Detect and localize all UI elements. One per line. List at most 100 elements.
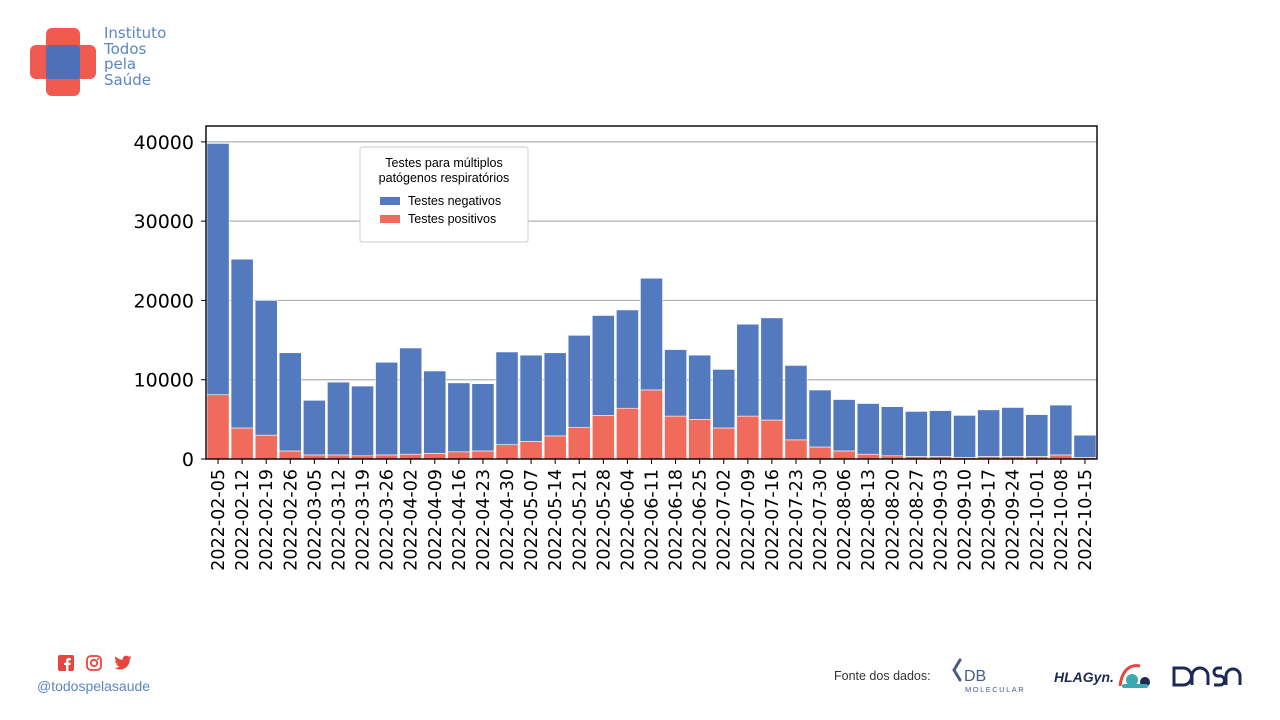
bar-negativos (399, 347, 423, 455)
x-tick-label: 2022-10-08 (1052, 469, 1072, 571)
bar-negativos (808, 389, 832, 448)
bar-negativos (760, 317, 784, 421)
legend-box (359, 146, 529, 243)
svg-text:MOLECULAR: MOLECULAR (965, 685, 1025, 694)
bar-negativos (1001, 407, 1025, 457)
x-tick-label: 2022-05-14 (546, 469, 566, 571)
bar-positivos (664, 415, 687, 460)
bar-negativos (278, 352, 302, 452)
data-source-label: Fonte dos dados: (834, 669, 931, 683)
bar-positivos (423, 453, 447, 460)
twitter-icon[interactable] (114, 655, 132, 671)
bar-negativos (856, 403, 880, 455)
brand-name: Instituto Todos pela Saúde (104, 24, 167, 89)
plot-frame (205, 125, 1098, 460)
x-tick-label: 2022-08-13 (859, 469, 879, 571)
x-tick-label: 2022-07-09 (739, 469, 759, 571)
x-tick-label: 2022-02-26 (281, 469, 301, 571)
brand-name-line: Saúde (104, 70, 151, 89)
bar-negativos (351, 385, 374, 457)
x-tick-label: 2022-04-23 (474, 469, 494, 571)
x-tick-label: 2022-08-20 (883, 469, 903, 571)
bar-positivos (736, 415, 760, 460)
x-tick-label: 2022-07-30 (811, 469, 831, 571)
bar-negativos (784, 365, 808, 441)
bar-positivos (567, 426, 591, 460)
bar-negativos (905, 411, 928, 457)
x-tick-label: 2022-03-19 (354, 469, 374, 571)
bar-negativos (375, 361, 398, 456)
bar-negativos (736, 323, 760, 417)
bar-negativos (206, 143, 230, 396)
bar-negativos (447, 382, 471, 453)
bar-negativos (953, 415, 976, 458)
x-tick-label: 2022-10-15 (1076, 469, 1096, 571)
y-tick-label: 40000 (134, 132, 194, 154)
x-tick-label: 2022-06-18 (667, 469, 687, 571)
x-tick-label: 2022-08-06 (835, 469, 855, 571)
instagram-icon[interactable] (86, 655, 102, 671)
bar-positivos (712, 427, 736, 460)
instituto-todos-pela-saude-logo (30, 28, 96, 96)
bar-negativos (471, 383, 495, 452)
bar-positivos (543, 435, 567, 460)
x-tick-label: 2022-02-19 (257, 469, 277, 571)
facebook-icon[interactable] (58, 655, 74, 671)
x-tick-label: 2022-04-16 (450, 469, 470, 571)
y-tick-label: 10000 (134, 370, 194, 392)
x-tick-label: 2022-07-23 (787, 469, 807, 571)
x-tick-label: 2022-04-09 (426, 469, 446, 571)
x-tick-label: 2022-03-12 (329, 469, 349, 571)
bar-positivos (784, 439, 808, 460)
y-tick-label: 20000 (134, 290, 194, 312)
bar-negativos (519, 354, 543, 442)
bar-positivos (640, 389, 663, 460)
bar-positivos (856, 453, 880, 460)
brand-name-line: Instituto (104, 24, 167, 42)
x-tick-label: 2022-02-05 (209, 469, 229, 571)
y-tick-label: 0 (182, 449, 194, 471)
bar-positivos (206, 394, 230, 460)
x-tick-label: 2022-07-02 (715, 469, 735, 571)
x-tick-label: 2022-02-12 (233, 469, 253, 571)
bar-negativos (688, 354, 712, 420)
bar-negativos (543, 352, 567, 437)
bar-positivos (495, 444, 519, 460)
bar-positivos (760, 419, 784, 460)
x-tick-label: 2022-06-11 (643, 469, 663, 571)
bar-positivos (278, 450, 302, 460)
bar-positivos (591, 415, 615, 460)
x-tick-label: 2022-05-21 (570, 469, 590, 571)
bar-negativos (712, 369, 736, 429)
legend-label: Testes positivos (408, 212, 496, 226)
bar-negativos (495, 351, 519, 446)
bar-negativos (929, 410, 952, 457)
bar-negativos (254, 300, 278, 436)
bar-negativos (616, 309, 639, 409)
svg-text:HLAGyn.: HLAGyn. (1054, 669, 1114, 685)
y-tick-label: 30000 (134, 211, 194, 233)
legend-title: Testes para múltiplos (385, 156, 502, 170)
legend-title: patógenos respiratórios (379, 171, 510, 185)
x-tick-label: 2022-09-24 (1004, 469, 1024, 571)
x-tick-label: 2022-06-04 (618, 469, 638, 571)
bar-negativos (1073, 434, 1097, 458)
social-handle[interactable]: @todospelasaude (37, 678, 151, 694)
bar-positivos (688, 419, 712, 460)
x-tick-label: 2022-04-02 (402, 469, 422, 571)
x-tick-label: 2022-08-27 (907, 469, 927, 571)
bar-negativos (1049, 404, 1073, 456)
x-tick-label: 2022-05-07 (522, 469, 542, 571)
bar-positivos (399, 453, 423, 460)
social-links (58, 655, 132, 671)
bar-negativos (302, 400, 326, 456)
x-tick-label: 2022-07-16 (763, 469, 783, 571)
bar-positivos (254, 434, 278, 460)
x-tick-label: 2022-09-10 (956, 469, 976, 571)
x-tick-label: 2022-03-26 (378, 469, 398, 571)
db-molecular-logo: DB MOLECULAR (952, 658, 1025, 694)
bar-negativos (640, 277, 663, 391)
x-tick-label: 2022-09-17 (980, 469, 1000, 571)
bar-positivos (447, 451, 471, 460)
